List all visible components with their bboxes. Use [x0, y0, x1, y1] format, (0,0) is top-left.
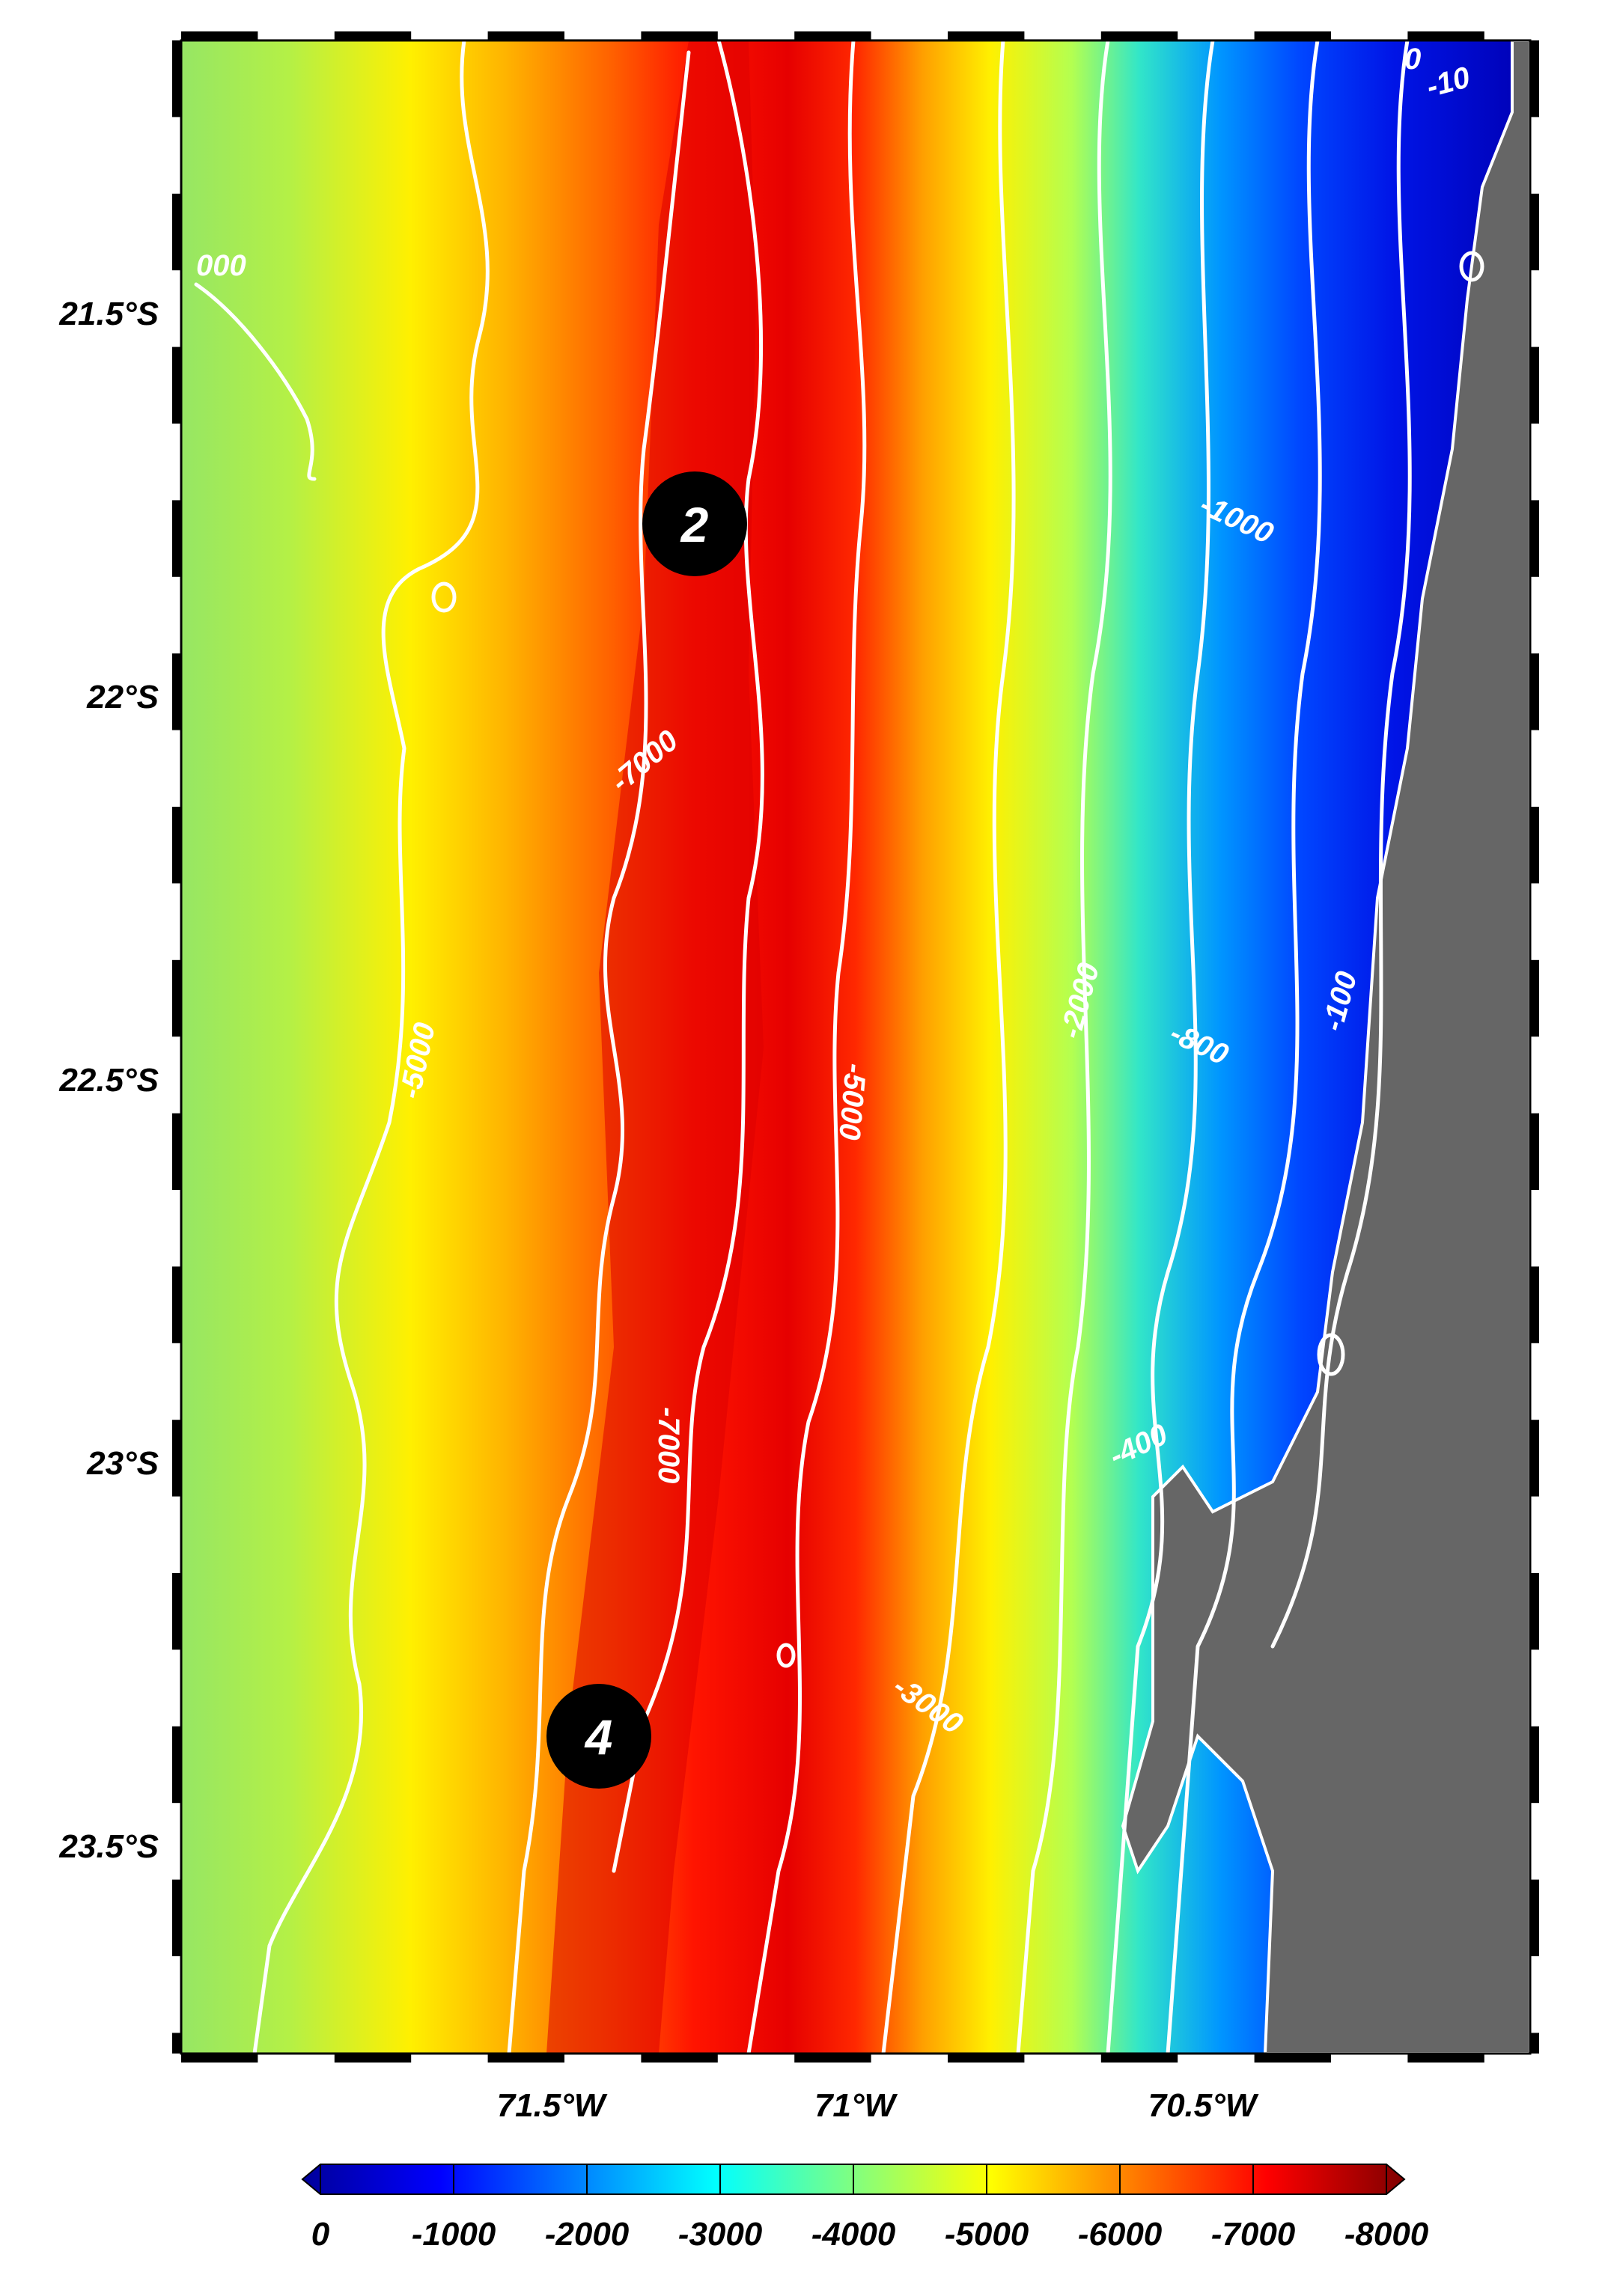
contour-label: -5000 — [832, 1062, 872, 1141]
frame-tick-segment — [1254, 2054, 1331, 2063]
frame-tick-segment — [172, 346, 181, 424]
frame-tick-segment — [1530, 1266, 1539, 1343]
frame-tick-segment — [1530, 1879, 1539, 1956]
frame-tick-segment — [1530, 807, 1539, 884]
frame-tick-segment — [172, 500, 181, 577]
frame-tick-segment — [948, 2054, 1025, 2063]
frame-tick-segment — [1100, 31, 1178, 40]
colorbar-tick-label: -6000 — [1078, 2216, 1163, 2253]
frame-tick-segment — [172, 1879, 181, 1956]
colorbar-tick-label: -8000 — [1344, 2216, 1429, 2253]
colorbar-tick-label: -1000 — [412, 2216, 496, 2253]
frame-tick-segment — [172, 1573, 181, 1650]
contour-label: 0 — [1404, 43, 1421, 76]
frame-tick-segment — [172, 2033, 181, 2054]
frame-tick-segment — [172, 1266, 181, 1343]
frame-tick-segment — [181, 2054, 258, 2063]
frame-tick-segment — [172, 1726, 181, 1804]
marker-4: 4 — [546, 1684, 651, 1789]
frame-tick-segment — [487, 31, 564, 40]
colorbar-tick-label: -5000 — [945, 2216, 1029, 2253]
frame-tick-segment — [334, 31, 412, 40]
frame-tick-segment — [794, 31, 871, 40]
frame-tick-segment — [1530, 653, 1539, 730]
latitude-labels: 21.5°S 22°S 22.5°S 23°S 23.5°S — [58, 296, 159, 1865]
frame-tick-segment — [172, 193, 181, 271]
longitude-label: 70.5°W — [1148, 2087, 1259, 2124]
frame-tick-segment — [641, 31, 718, 40]
latitude-label: 21.5°S — [58, 296, 159, 332]
frame-tick-segment — [1407, 2054, 1484, 2063]
frame-tick-segment — [172, 807, 181, 884]
frame-tick-segment — [487, 2054, 564, 2063]
longitude-label: 71°W — [814, 2087, 898, 2124]
frame-tick-segment — [1530, 2033, 1539, 2054]
frame-tick-segment — [172, 959, 181, 1037]
marker-label: 4 — [584, 1709, 613, 1765]
frame-tick-segment — [1530, 1726, 1539, 1804]
contour-label: 000 — [196, 249, 246, 282]
latitude-label: 23.5°S — [58, 1828, 159, 1865]
colorbar-tick-label: -4000 — [811, 2216, 896, 2253]
frame-tick-segment — [1100, 2054, 1178, 2063]
frame-tick-segment — [172, 1420, 181, 1497]
contour-label: -7000 — [652, 1407, 685, 1483]
colorbar-labels: 0 -1000 -2000 -3000 -4000 -5000 -6000 -7… — [311, 2216, 1429, 2253]
longitude-label: 71.5°W — [497, 2087, 608, 2124]
frame-tick-segment — [1530, 500, 1539, 577]
frame-tick-segment — [1530, 193, 1539, 271]
frame-tick-segment — [1530, 346, 1539, 424]
latitude-label: 23°S — [86, 1445, 159, 1482]
colorbar-tick-label: -7000 — [1211, 2216, 1296, 2253]
frame-tick-segment — [948, 31, 1025, 40]
colorbar-tick-label: 0 — [311, 2216, 330, 2253]
marker-2: 2 — [642, 471, 747, 576]
frame-tick-segment — [1530, 40, 1539, 117]
colorbar-ticks — [320, 2164, 1387, 2194]
frame-tick-segment — [172, 40, 181, 117]
frame-tick-segment — [181, 31, 258, 40]
colorbar-tick-label: -3000 — [678, 2216, 763, 2253]
frame-tick-segment — [1254, 31, 1331, 40]
frame-tick-segment — [641, 2054, 718, 2063]
frame-tick-segment — [1530, 1573, 1539, 1650]
frame-tick-segment — [794, 2054, 871, 2063]
contour-lines — [194, 40, 1484, 2054]
map-area: 000 -7000 -5000 -5000 -7000 -3000 -2000 … — [181, 40, 1530, 2054]
longitude-labels: 71.5°W 71°W 70.5°W — [497, 2087, 1259, 2124]
latitude-label: 22°S — [86, 679, 159, 715]
marker-label: 2 — [680, 497, 709, 552]
frame-tick-segment — [172, 1113, 181, 1190]
colorbar-tick-label: -2000 — [545, 2216, 630, 2253]
land — [1121, 40, 1530, 2054]
frame-ticks — [172, 31, 1539, 2063]
frame-tick-segment — [1530, 959, 1539, 1037]
frame-tick-segment — [334, 2054, 412, 2063]
latitude-label: 22.5°S — [58, 1062, 159, 1099]
frame-tick-segment — [1407, 31, 1484, 40]
frame-tick-segment — [1530, 1420, 1539, 1497]
colorbar: 0 -1000 -2000 -3000 -4000 -5000 -6000 -7… — [301, 2164, 1429, 2253]
frame-tick-segment — [172, 653, 181, 730]
frame-tick-segment — [1530, 1113, 1539, 1190]
